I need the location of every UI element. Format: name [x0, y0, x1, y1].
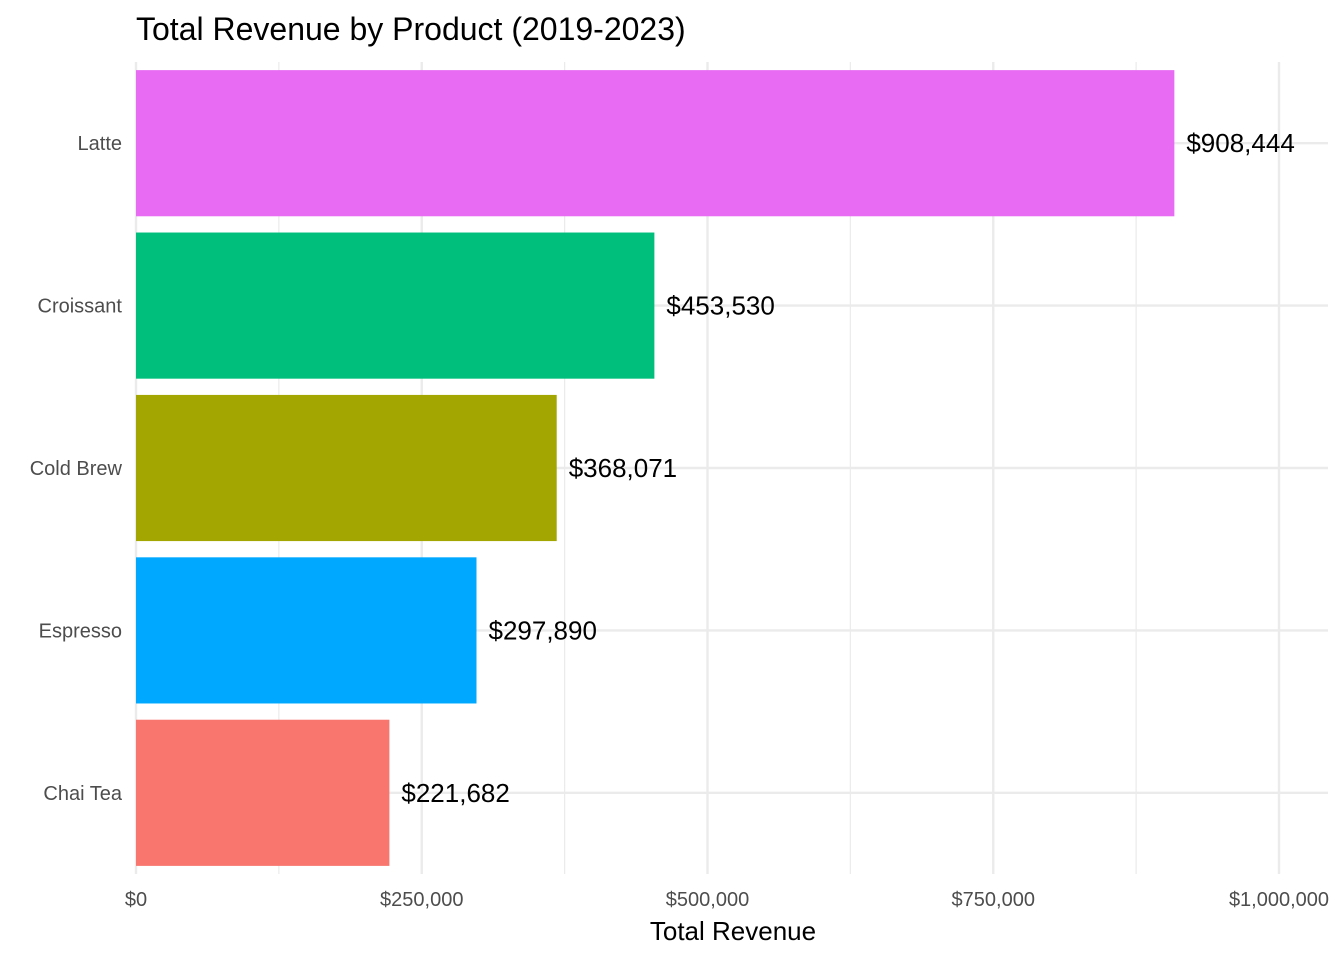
- data-label: $297,890: [488, 615, 596, 645]
- bars: [136, 70, 1175, 866]
- category-label: Latte: [78, 133, 122, 155]
- x-tick-label: $750,000: [952, 889, 1035, 911]
- x-axis-title: Total Revenue: [650, 916, 816, 946]
- data-labels: $221,682 $297,890 $368,071 $453,530 $908,444: [401, 128, 1294, 808]
- category-labels: Chai Tea Espresso Cold Brew Croissant Latte: [30, 133, 123, 805]
- x-tick-labels: $0 $250,000 $500,000 $750,000 $1,000,000: [125, 889, 1329, 911]
- chart-title: Total Revenue by Product (2019-2023): [136, 11, 686, 47]
- bar-croissant: [136, 232, 655, 379]
- category-label: Croissant: [38, 296, 123, 318]
- data-label: $221,682: [401, 778, 509, 808]
- data-label: $368,071: [569, 453, 677, 483]
- bar-chai-tea: [136, 719, 390, 866]
- bar-latte: [136, 70, 1175, 217]
- bar-espresso: [136, 557, 477, 704]
- x-tick-label: $0: [125, 889, 147, 911]
- data-label: $453,530: [666, 291, 774, 321]
- x-tick-label: $250,000: [380, 889, 463, 911]
- category-label: Cold Brew: [30, 458, 123, 480]
- category-label: Espresso: [39, 620, 122, 642]
- category-label: Chai Tea: [43, 783, 122, 805]
- x-tick-label: $500,000: [666, 889, 749, 911]
- x-tick-label: $1,000,000: [1229, 889, 1329, 911]
- data-label: $908,444: [1186, 128, 1294, 158]
- bar-cold-brew: [136, 394, 557, 542]
